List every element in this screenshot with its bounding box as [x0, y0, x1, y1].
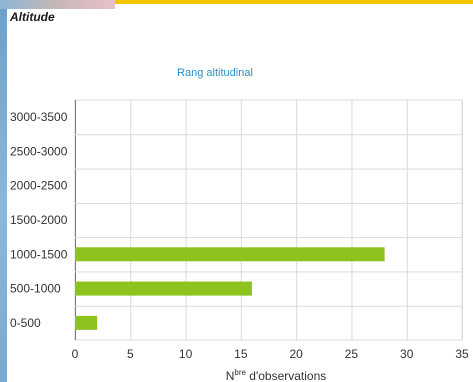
category-labels: 3000-3500 2500-3000 2000-2500 1500-2000 1000…	[10, 110, 68, 330]
x-axis-label-rest: d'observations	[246, 369, 326, 382]
top-accent-bar	[115, 0, 473, 4]
x-tick-label: 35	[455, 347, 469, 361]
x-axis-label-main: N	[226, 369, 235, 382]
chart-bars	[75, 247, 385, 330]
bar-500-1000	[75, 281, 252, 296]
bar-1000-1500	[75, 247, 385, 262]
section-title: Altitude	[10, 10, 55, 24]
category-label: 1500-2000	[10, 213, 68, 227]
x-tick-labels: 0 5 10 15 20 25 30 35	[72, 347, 469, 361]
category-label: 500-1000	[10, 282, 61, 296]
x-tick-label: 0	[72, 347, 79, 361]
x-axis-label: Nbre d'observations	[226, 368, 327, 382]
x-tick-label: 10	[179, 347, 193, 361]
x-tick-label: 20	[289, 347, 303, 361]
chart-title: Rang altitudinal	[177, 67, 253, 79]
category-label: 2000-2500	[10, 179, 68, 193]
top-left-background	[0, 0, 115, 9]
x-tick-label: 15	[234, 347, 248, 361]
category-label: 0-500	[10, 316, 41, 330]
x-axis-label-sup: bre	[234, 368, 246, 377]
category-label: 3000-3500	[10, 110, 68, 124]
bar-0-500	[75, 315, 98, 330]
x-tick-label: 5	[127, 347, 134, 361]
x-tick-label: 25	[345, 347, 359, 361]
chart-grid	[74, 99, 463, 341]
left-background-strip	[0, 0, 7, 382]
category-label: 1000-1500	[10, 247, 68, 261]
x-tick-label: 30	[400, 347, 414, 361]
plot-area-border	[74, 99, 463, 341]
category-label: 2500-3000	[10, 144, 68, 158]
